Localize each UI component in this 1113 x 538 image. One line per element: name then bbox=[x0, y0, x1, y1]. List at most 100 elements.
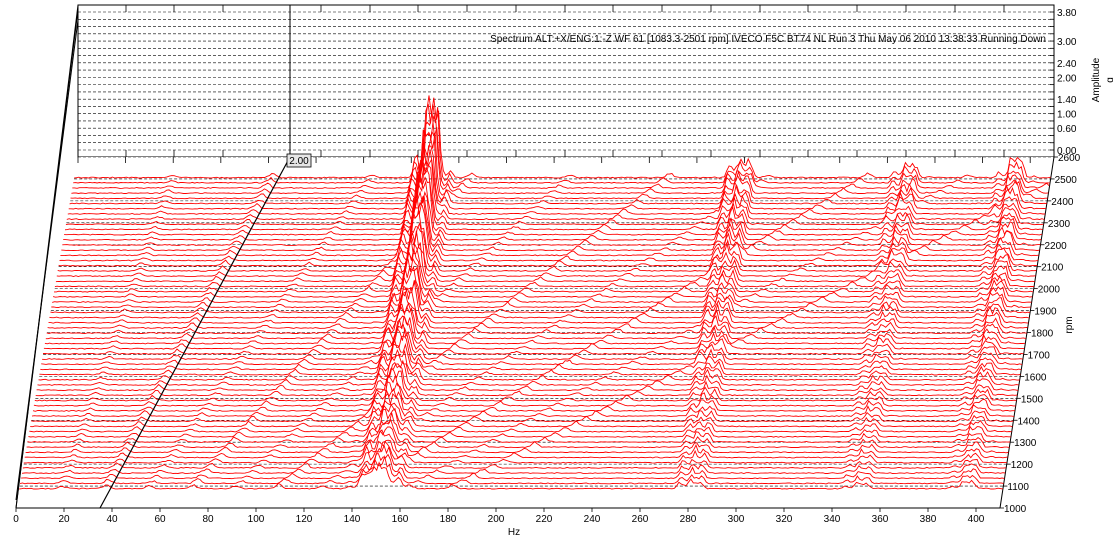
rpm-tick-label: 2200 bbox=[1045, 241, 1068, 252]
spectrum-trace bbox=[46, 291, 1027, 334]
spectrum-trace bbox=[73, 103, 1050, 184]
spectrum-trace bbox=[30, 399, 1013, 428]
spectrum-trace bbox=[38, 348, 1020, 381]
spectrum-trace bbox=[55, 230, 1035, 283]
spectrum-trace bbox=[64, 174, 1043, 231]
x-tick-label: 120 bbox=[296, 514, 313, 525]
x-tick-label: 140 bbox=[344, 514, 361, 525]
amplitude-tick-label: 1.00 bbox=[1057, 110, 1077, 121]
spectrum-trace bbox=[49, 279, 1030, 319]
spectrum-trace bbox=[24, 429, 1008, 459]
amplitude-tick-label: 3.80 bbox=[1057, 8, 1077, 19]
rpm-tick-label: 2300 bbox=[1048, 219, 1071, 230]
spectrum-trace bbox=[56, 222, 1036, 277]
spectrum-trace bbox=[27, 412, 1011, 443]
spectrum-trace bbox=[21, 453, 1005, 480]
x-tick-label: 240 bbox=[584, 514, 601, 525]
amplitude-tick-label: 3.00 bbox=[1057, 37, 1077, 48]
chart-title: Spectrum ALT:+X/ENG:1:-Z WF 61 [1083.3-2… bbox=[490, 34, 1046, 45]
spectrum-trace bbox=[62, 190, 1041, 246]
rpm-tick-label: 1900 bbox=[1034, 307, 1057, 318]
spectrum-trace bbox=[42, 323, 1023, 360]
x-axis-label: Hz bbox=[508, 527, 520, 538]
spectrum-trace bbox=[52, 248, 1033, 298]
spectrum-trace bbox=[26, 418, 1010, 449]
spectrum-trace bbox=[41, 326, 1023, 366]
x-tick-label: 220 bbox=[536, 514, 553, 525]
spectrum-trace bbox=[65, 160, 1044, 226]
spectrum-trace bbox=[68, 143, 1046, 210]
spectrum-trace bbox=[52, 257, 1032, 303]
rpm-axis-ticks: 1000 1100 1200 1300 1400 1500 1600 1700 1800 1900… bbox=[1000, 153, 1081, 515]
spectrum-trace bbox=[61, 194, 1040, 252]
x-tick-label: 20 bbox=[58, 514, 70, 525]
spectrum-trace bbox=[34, 367, 1017, 402]
x-tick-label: 100 bbox=[248, 514, 265, 525]
spectrum-trace bbox=[32, 381, 1015, 412]
x-tick-label: 200 bbox=[488, 514, 505, 525]
x-tick-label: 260 bbox=[632, 514, 649, 525]
cursor-line[interactable] bbox=[99, 156, 291, 509]
rpm-tick-label: 2000 bbox=[1038, 285, 1061, 296]
rpm-tick-label: 1300 bbox=[1014, 438, 1037, 449]
rpm-tick-label: 2600 bbox=[1058, 153, 1081, 164]
spectrum-trace bbox=[58, 211, 1038, 267]
amplitude-tick-label: 1.40 bbox=[1057, 95, 1077, 106]
spectrum-trace bbox=[51, 266, 1031, 309]
spectrum-trace bbox=[50, 265, 1030, 314]
spectrum-trace bbox=[69, 130, 1047, 205]
rpm-tick-label: 2500 bbox=[1055, 175, 1078, 186]
spectrum-trace bbox=[74, 95, 1051, 179]
x-tick-label: 80 bbox=[202, 514, 214, 525]
rpm-tick-label: 1000 bbox=[1004, 504, 1027, 515]
cursor-readout-box[interactable] bbox=[286, 153, 312, 168]
amplitude-ticks: 0.00 0.60 1.00 1.40 2.00 2.40 3.00 3.80 bbox=[125, 5, 1077, 157]
spectrum-trace bbox=[23, 439, 1007, 464]
amplitude-tick-label: 0.00 bbox=[1057, 146, 1077, 157]
spectrum-trace bbox=[21, 444, 1006, 474]
spectrum-trace bbox=[39, 342, 1021, 376]
spectrum-trace bbox=[45, 303, 1027, 340]
x-tick-label: 320 bbox=[776, 514, 793, 525]
rpm-tick-label: 1200 bbox=[1011, 460, 1034, 471]
x-axis-ticks: 0 20 40 60 80 100 120 140 160 180 200 220 240 260 280 3… bbox=[13, 157, 1031, 525]
rpm-tick-label: 1100 bbox=[1007, 482, 1029, 493]
spectrum-trace bbox=[25, 426, 1009, 454]
left-depth-edge-3 bbox=[15, 19, 79, 501]
spectrum-trace bbox=[63, 173, 1042, 241]
spectrum-trace bbox=[47, 285, 1028, 329]
spectrum-trace bbox=[48, 280, 1029, 324]
spectrum-trace bbox=[54, 236, 1034, 288]
x-tick-label: 340 bbox=[824, 514, 841, 525]
spectrum-trace bbox=[37, 354, 1019, 386]
rpm-tick-label: 1600 bbox=[1024, 372, 1047, 383]
spectrum-trace bbox=[36, 359, 1019, 392]
amplitude-panel: 0.00 0.60 1.00 1.40 2.00 2.40 3.00 3.80 Spectru… bbox=[77, 4, 1113, 158]
spectrum-trace bbox=[66, 158, 1045, 220]
spectrum-trace bbox=[43, 315, 1025, 350]
x-tick-label: 380 bbox=[920, 514, 937, 525]
rpm-axis-label: rpm bbox=[1064, 316, 1075, 333]
spectrum-trace bbox=[29, 403, 1012, 433]
x-tick-label: 300 bbox=[728, 514, 745, 525]
spectrum-trace bbox=[22, 440, 1007, 469]
rpm-tick-label: 1500 bbox=[1021, 394, 1044, 405]
x-tick-label: 360 bbox=[872, 514, 889, 525]
x-tick-label: 280 bbox=[680, 514, 697, 525]
x-tick-label: 0 bbox=[13, 514, 19, 525]
x-tick-label: 60 bbox=[154, 514, 166, 525]
spectrum-trace bbox=[43, 315, 1024, 355]
spectrum-trace bbox=[28, 407, 1011, 438]
spectrum-trace bbox=[71, 115, 1049, 195]
amplitude-gridlines bbox=[78, 11, 1054, 151]
spectrum-traces bbox=[19, 95, 1051, 490]
spectrum-trace bbox=[64, 167, 1043, 236]
rpm-tick-label: 2400 bbox=[1051, 197, 1074, 208]
amplitude-tick-label: 2.00 bbox=[1057, 73, 1077, 84]
spectrum-trace bbox=[44, 301, 1026, 345]
spectrum-trace bbox=[19, 461, 1003, 490]
spectrum-trace bbox=[19, 455, 1004, 485]
spectrum-trace bbox=[70, 129, 1048, 200]
x-tick-label: 400 bbox=[968, 514, 985, 525]
